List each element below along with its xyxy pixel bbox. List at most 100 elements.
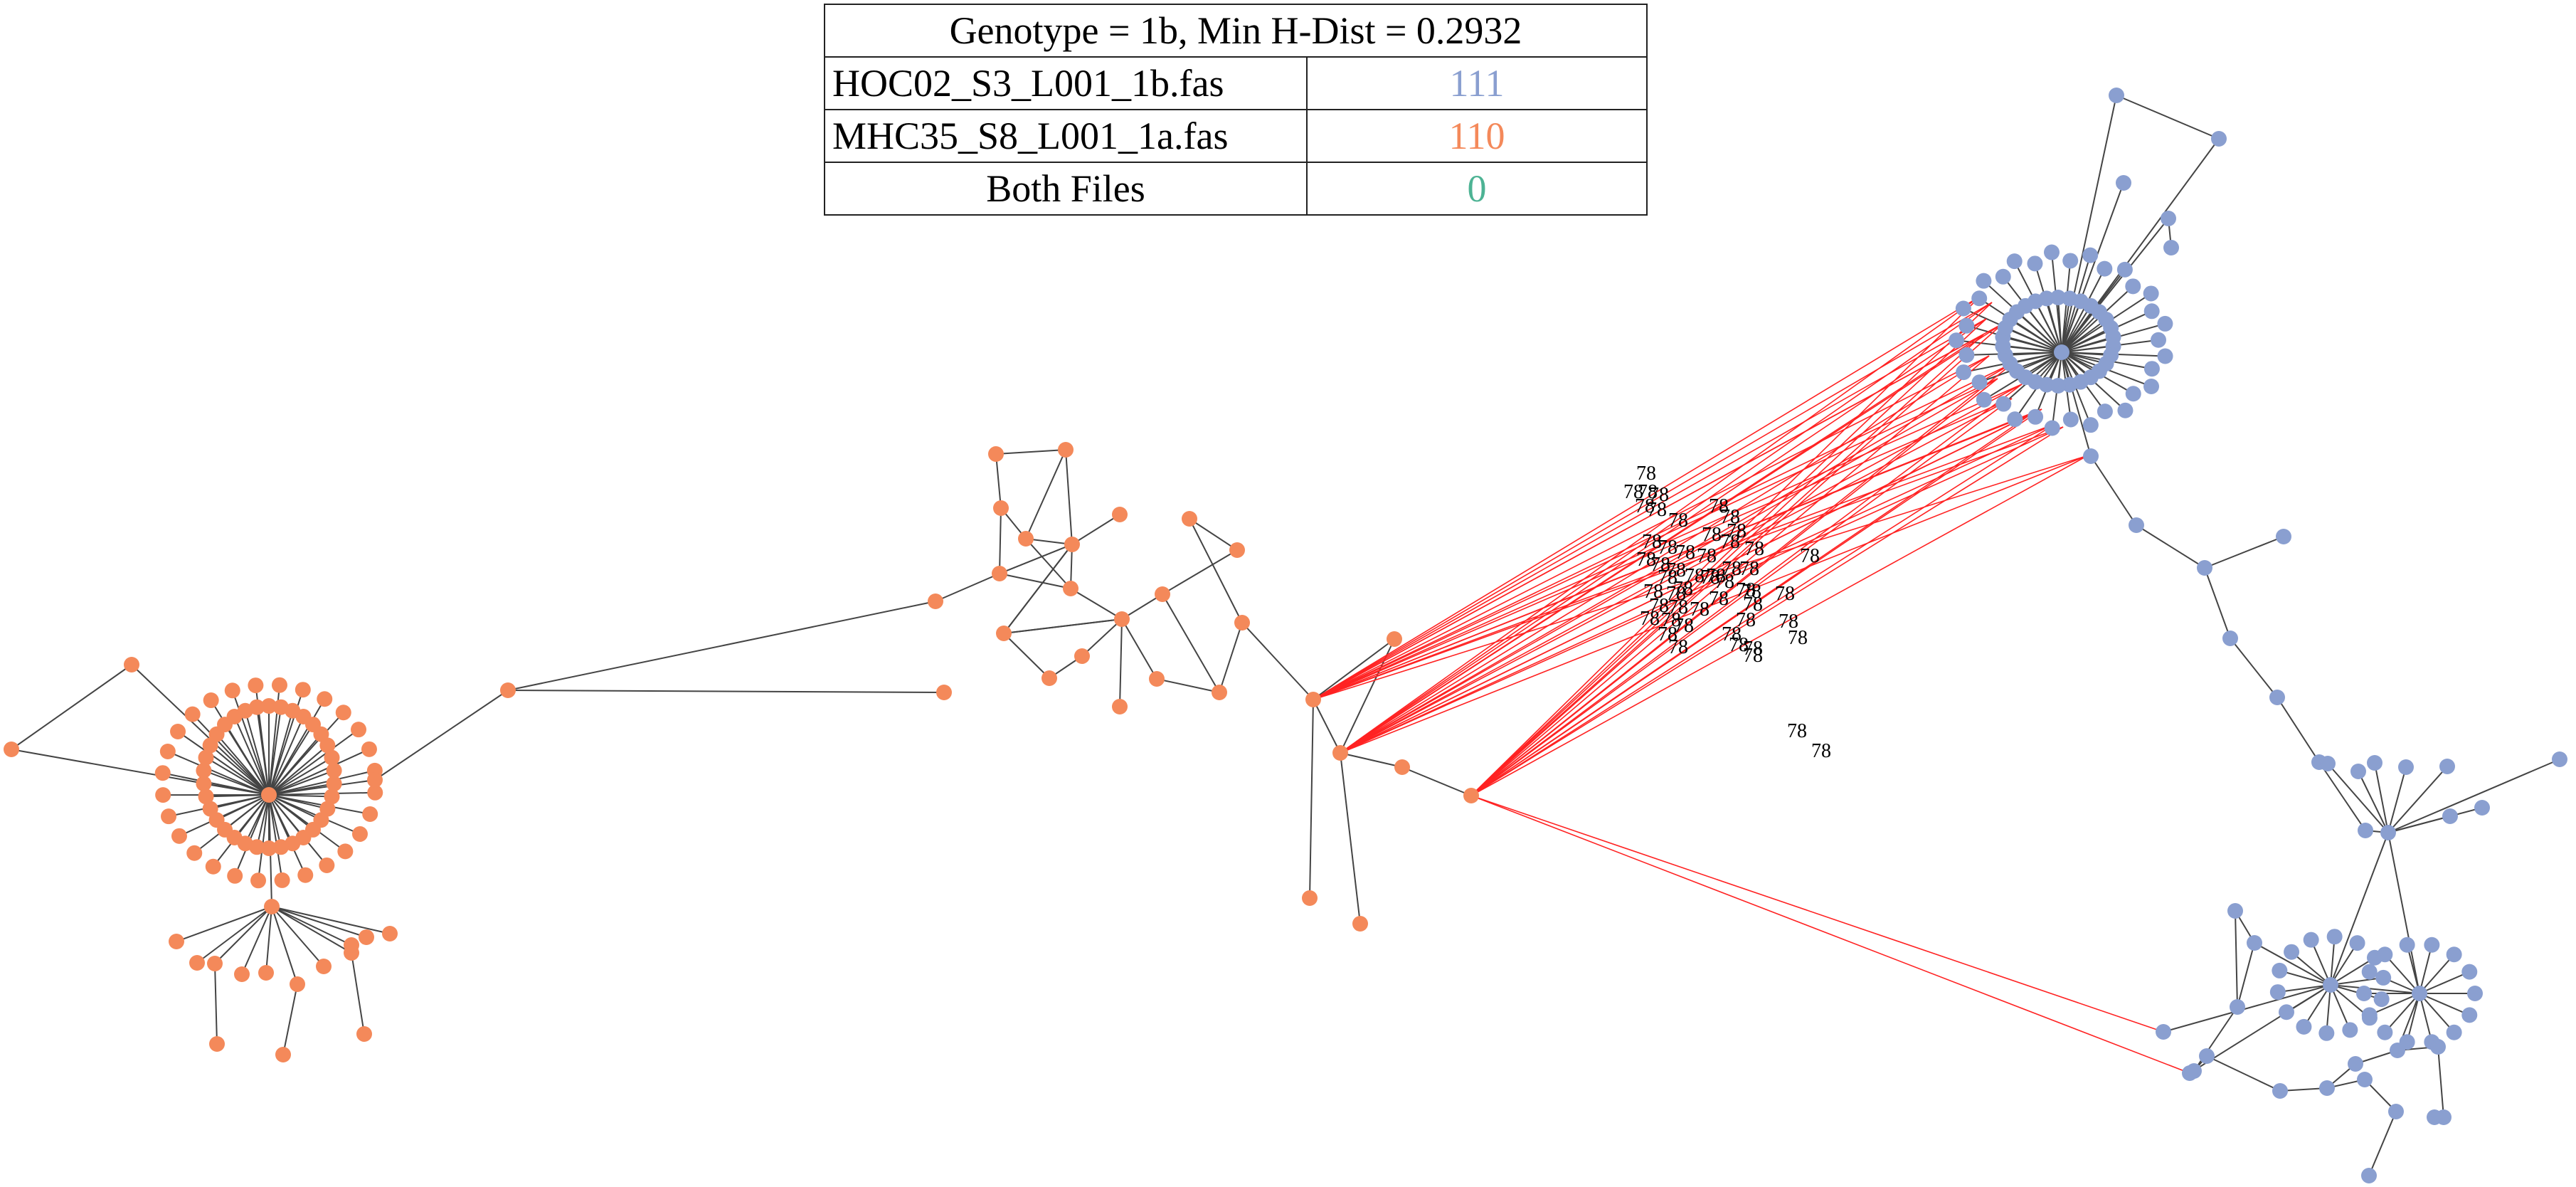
file1-sequence-node — [2157, 315, 2173, 332]
intra-edge — [2387, 759, 2560, 833]
file1-sequence-node — [2116, 175, 2131, 191]
edge-distance-label: 78 — [1788, 627, 1808, 649]
inter-edge — [1470, 362, 2014, 796]
edge-distance-label: 78 — [1658, 566, 1677, 589]
inter-edge — [1313, 362, 2014, 700]
intra-edge — [2330, 984, 2382, 1001]
file1-sequence-node — [2157, 348, 2173, 364]
file1-sequence-node — [2230, 999, 2245, 1015]
file2-sequence-node — [297, 867, 314, 883]
file1-sequence-node — [2320, 756, 2336, 771]
intra-edge — [1219, 622, 1243, 693]
inter-edge — [1340, 384, 2023, 754]
intra-edge — [2061, 95, 2117, 353]
intra-edge — [271, 906, 298, 985]
edge-distance-label: 78 — [1722, 558, 1742, 580]
file2-sequence-node — [202, 801, 218, 817]
file1-sequence-node — [2278, 1004, 2294, 1020]
inter-edge — [1470, 398, 2013, 796]
edge-distance-label: 78 — [1811, 740, 1831, 762]
intra-edge — [2374, 762, 2389, 833]
intra-edge — [2061, 218, 2169, 353]
file1-sequence-node — [2143, 361, 2160, 377]
intra-edge — [995, 453, 1002, 509]
file2-sequence-node — [261, 787, 277, 803]
intra-edge — [2419, 993, 2470, 1016]
edge-distance-label: 78 — [1743, 645, 1763, 667]
intra-edge — [2358, 771, 2389, 833]
file1-sequence-node — [2062, 253, 2079, 269]
intra-edge — [2330, 976, 2384, 986]
inter-edge — [1470, 795, 2190, 1074]
file1-sequence-node — [2028, 408, 2044, 425]
file1-sequence-node — [2097, 260, 2113, 277]
file2-sequence-node — [1463, 788, 1479, 803]
file2-sequence-node — [1234, 615, 1250, 631]
edge-distance-label: 78 — [1647, 499, 1667, 521]
intra-edge — [999, 507, 1002, 574]
intra-edge — [1003, 618, 1123, 634]
edge-distance-label: 78 — [1650, 554, 1670, 576]
file2-sequence-node — [362, 806, 378, 822]
intra-edge — [244, 710, 270, 796]
legend-both-count: 0 — [1306, 162, 1648, 216]
file2-sequence-node — [317, 691, 333, 707]
legend-file1-count: 111 — [1306, 56, 1648, 110]
file2-sequence-node — [992, 566, 1007, 581]
file1-sequence-node — [1976, 391, 1992, 408]
file1-sequence-node — [2272, 1083, 2288, 1099]
file1-sequence-node — [1958, 347, 1975, 363]
inter-edge — [1313, 378, 1998, 700]
file1-sequence-node — [1971, 290, 1988, 307]
inter-edge — [1313, 318, 1987, 700]
file1-sequence-node — [2143, 303, 2160, 320]
file2-sequence-node — [249, 699, 265, 715]
intra-edge — [196, 906, 272, 964]
file2-sequence-node — [351, 825, 368, 842]
intra-edge — [212, 794, 270, 867]
edge-distance-label: 78 — [1658, 623, 1677, 645]
intra-edge — [179, 794, 270, 837]
intra-edge — [2330, 937, 2336, 986]
edge-distance-label: 78 — [1736, 579, 1756, 601]
intra-edge — [507, 601, 936, 691]
intra-edge — [268, 794, 283, 881]
intra-edge — [374, 690, 509, 781]
legend-title: Genotype = 1b, Min H-Dist = 0.2932 — [824, 4, 1648, 58]
file1-sequence-node — [2319, 1080, 2335, 1096]
file1-sequence-node — [2446, 946, 2462, 963]
edge-distance-label: 78 — [1674, 615, 1694, 637]
file2-sequence-node — [367, 784, 383, 801]
file2-sequence-node — [272, 839, 289, 855]
inter-edge — [1340, 323, 2003, 754]
file1-sequence-node — [2474, 800, 2490, 816]
intra-edge — [351, 952, 365, 1035]
file1-sequence-node — [2097, 403, 2113, 420]
edge-distance-label: 78 — [1635, 495, 1655, 517]
inter-edge — [1313, 355, 1990, 700]
intra-edge — [2163, 984, 2331, 1033]
intra-edge — [214, 906, 272, 964]
legend-row-file1: HOC02_S3_L001_1b.fas 111 — [824, 56, 1648, 110]
file1-sequence-node — [2082, 247, 2099, 263]
file1-sequence-node — [2461, 1007, 2478, 1023]
inter-edge — [1470, 295, 1981, 796]
inter-edge — [1470, 355, 1990, 796]
file1-sequence-node — [2467, 986, 2483, 1001]
edge-distance-label: 78 — [1722, 623, 1742, 645]
inter-edge — [1340, 295, 1981, 754]
file1-sequence-node — [2050, 378, 2066, 394]
file2-sequence-node — [295, 682, 311, 698]
edge-distance-label: 78 — [1668, 510, 1688, 532]
file2-sequence-node — [271, 677, 287, 693]
file2-sequence-node — [161, 808, 177, 825]
file1-sequence-node — [2296, 1018, 2312, 1035]
file2-sequence-node — [356, 1026, 372, 1042]
file1-sequence-node — [2197, 560, 2212, 576]
file1-sequence-node — [2461, 964, 2478, 980]
edge-distance-label: 78 — [1685, 565, 1705, 587]
intra-edge — [258, 794, 270, 881]
file2-sequence-node — [274, 872, 290, 888]
intra-edge — [271, 906, 352, 954]
intra-edge — [2419, 944, 2433, 994]
